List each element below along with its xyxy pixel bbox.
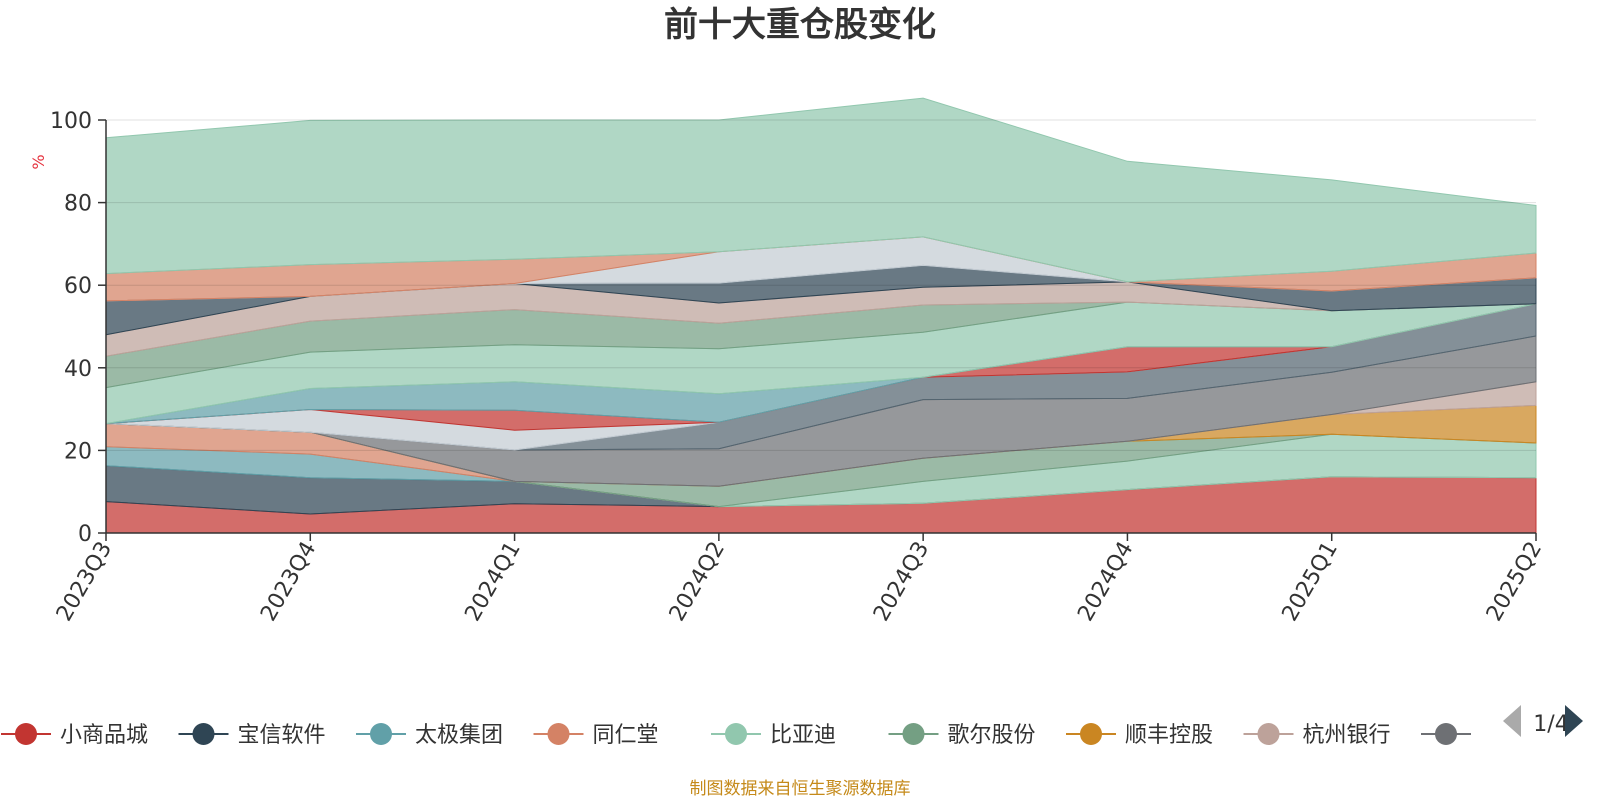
legend-items: 小商品城 宝信软件 太极集团 同仁堂 比亚迪 歌尔股份 顺丰控股 杭州银行 中国电信 [1,723,1568,748]
legend-label: 顺丰控股 [1125,723,1213,748]
legend-page-indicator: 1/4 [1533,712,1568,737]
legend-marker [15,723,37,745]
legend-label: 同仁堂 [593,723,659,748]
x-tick-label: 2023Q3 [52,538,117,626]
y-axis-unit: % [29,154,48,169]
legend-label: 中国电信 [1480,723,1568,748]
legend-label: 太极集团 [415,723,503,748]
y-axis: 0 20 40 60 80 100 [50,109,107,547]
legend-item[interactable]: 同仁堂 [533,723,659,748]
area-series-20[interactable] [105,97,1537,283]
legend-item[interactable]: 顺丰控股 [1066,723,1213,748]
legend-marker [547,723,570,745]
y-tick-label: 40 [64,357,92,382]
next-page-icon[interactable] [1565,705,1583,737]
legend-item[interactable]: 中国电信 [1421,723,1568,748]
x-tick-label: 2023Q4 [256,538,321,626]
legend-item[interactable]: 太极集团 [356,723,503,748]
legend-marker [1257,723,1280,745]
legend-label: 宝信软件 [238,723,326,748]
legend: 小商品城 宝信软件 太极集团 同仁堂 比亚迪 歌尔股份 顺丰控股 杭州银行 中国电信 [1,723,1568,748]
legend-marker [1080,723,1102,745]
area-layers [105,97,1537,534]
legend-marker [725,723,747,745]
legend-pager: 1/4 [1503,705,1583,737]
y-tick-label: 80 [64,192,92,217]
legend-marker [370,723,392,745]
legend-item[interactable]: 比亚迪 [711,723,836,748]
chart-title: 前十大重仓股变化 [664,5,936,45]
prev-page-icon[interactable] [1503,705,1521,737]
x-tick-label: 2024Q2 [665,538,730,626]
legend-item[interactable]: 宝信软件 [178,723,326,748]
x-tick-label: 2024Q4 [1073,538,1138,626]
legend-marker [902,723,925,745]
legend-marker [192,723,215,745]
legend-label: 比亚迪 [770,723,836,748]
x-tick-label: 2025Q2 [1482,538,1547,626]
x-tick-label: 2025Q1 [1278,538,1343,626]
y-tick-label: 0 [78,522,92,547]
legend-label: 歌尔股份 [948,723,1036,748]
legend-label: 小商品城 [60,723,148,748]
legend-label: 杭州银行 [1303,723,1391,748]
legend-item[interactable]: 杭州银行 [1243,723,1391,748]
x-tick-label: 2024Q1 [460,538,525,626]
x-axis: 2023Q3 2023Q4 2024Q1 2024Q2 2024Q3 2024Q4 2025… [52,532,1547,626]
y-tick-label: 60 [64,274,92,299]
x-tick-label: 2024Q3 [869,538,934,626]
legend-marker [1435,723,1457,745]
legend-item[interactable]: 小商品城 [1,723,148,748]
data-source-note: 制图数据来自恒生聚源数据库 [690,779,911,799]
y-tick-label: 100 [50,109,92,134]
y-tick-label: 20 [64,439,92,464]
legend-item[interactable]: 歌尔股份 [888,723,1036,748]
